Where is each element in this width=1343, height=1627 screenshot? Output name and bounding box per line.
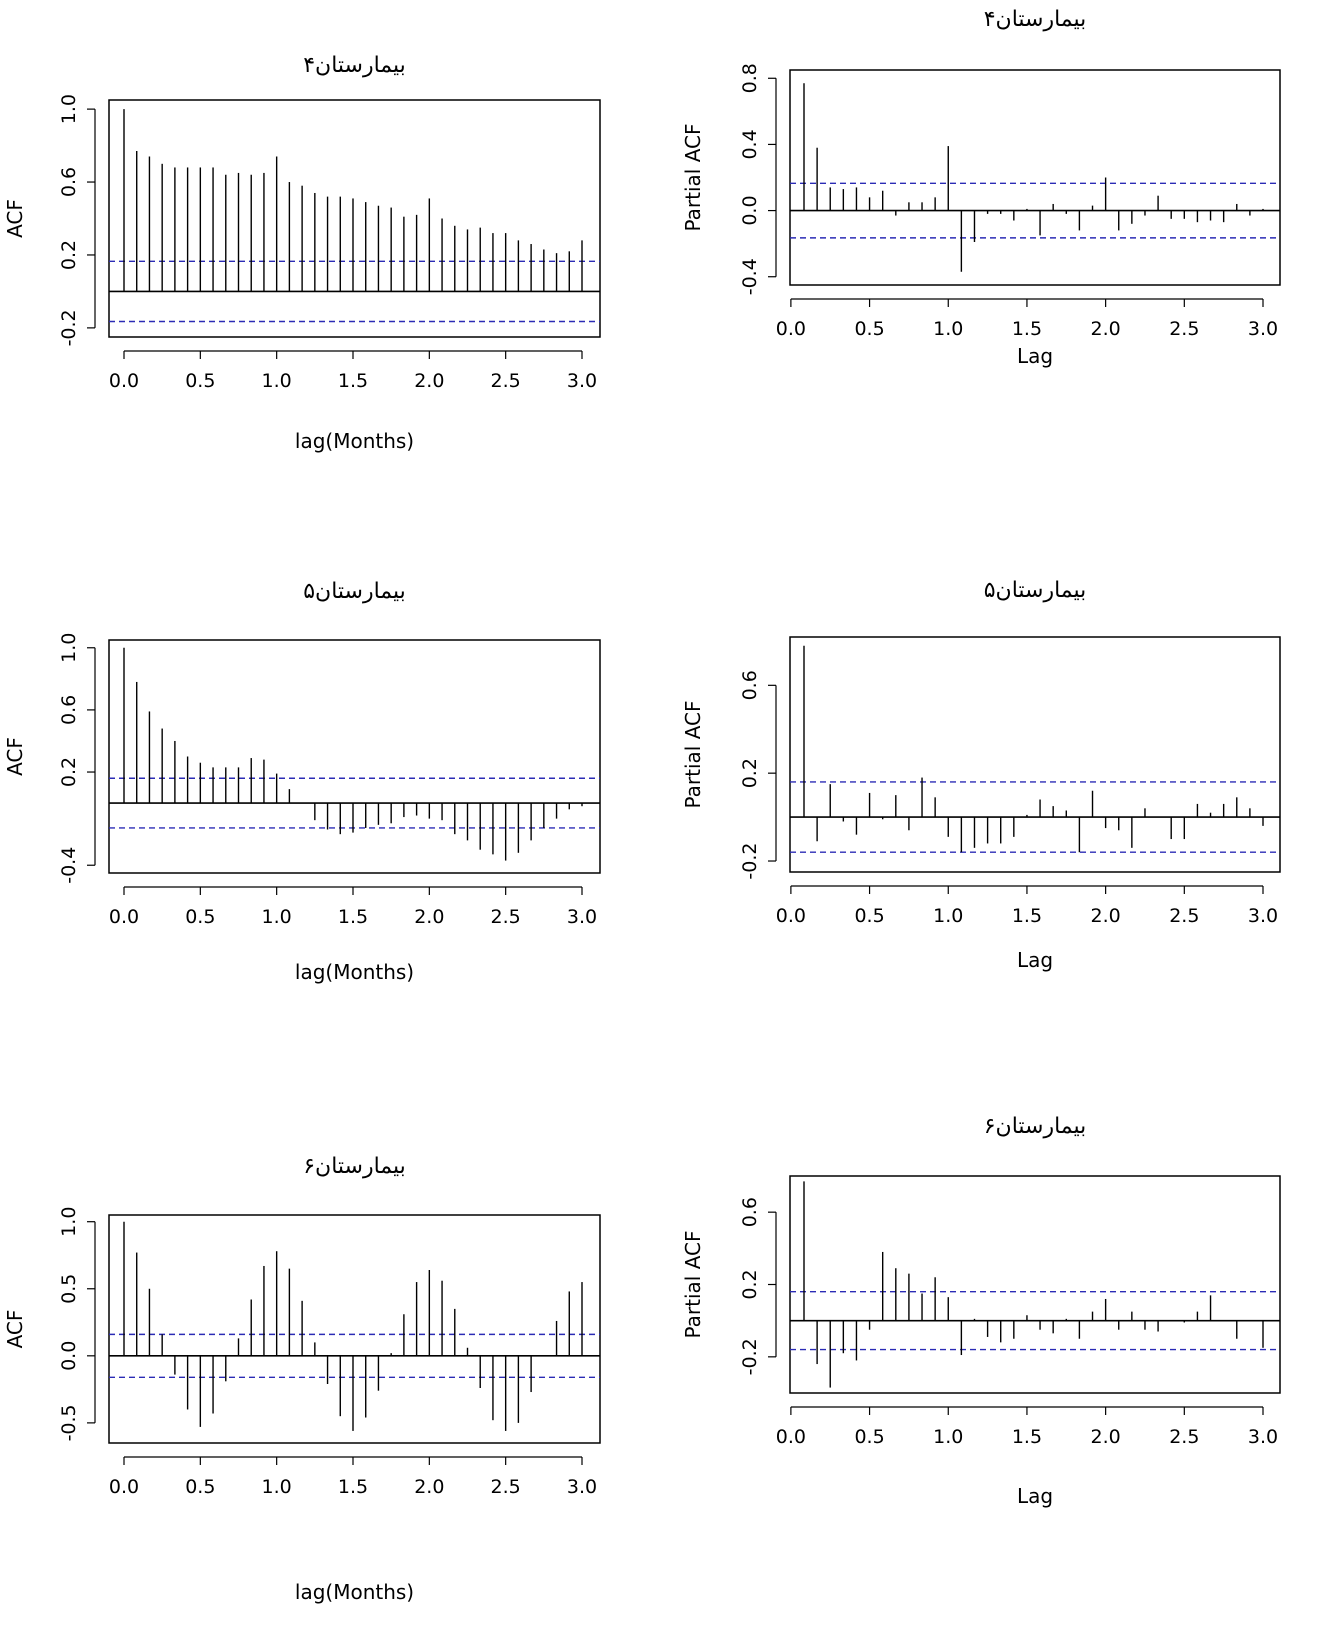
x-axis-label: lag(Months) xyxy=(295,1580,414,1604)
x-tick-label: 2.5 xyxy=(1169,318,1199,340)
y-tick-label: -0.2 xyxy=(739,842,761,879)
x-tick-label: 0.5 xyxy=(854,1426,884,1448)
x-tick-label: 2.0 xyxy=(1091,1426,1121,1448)
y-axis-label: Partial ACF xyxy=(681,1230,705,1338)
x-tick-label: 0.5 xyxy=(185,370,215,392)
chart-title: بیمارستان۴ xyxy=(303,53,406,78)
y-tick-label: -0.4 xyxy=(58,847,80,884)
x-tick-label: 1.5 xyxy=(1012,318,1042,340)
y-tick-label: -0.2 xyxy=(58,309,80,346)
x-tick-label: 1.0 xyxy=(262,906,292,928)
x-tick-label: 3.0 xyxy=(1248,318,1278,340)
x-tick-label: 0.0 xyxy=(776,905,806,927)
y-tick-label: -0.5 xyxy=(58,1404,80,1441)
y-tick-label: 0.6 xyxy=(58,167,80,197)
y-axis-label: ACF xyxy=(3,199,27,238)
y-tick-label: 1.0 xyxy=(58,633,80,663)
x-tick-label: 2.5 xyxy=(1169,905,1199,927)
y-tick-label: 0.4 xyxy=(739,129,761,159)
x-tick-label: 2.5 xyxy=(491,370,521,392)
x-tick-label: 0.0 xyxy=(776,318,806,340)
y-tick-label: 1.0 xyxy=(58,1207,80,1237)
x-tick-label: 0.0 xyxy=(109,906,139,928)
x-tick-label: 3.0 xyxy=(567,370,597,392)
x-tick-label: 0.0 xyxy=(109,370,139,392)
x-tick-label: 2.5 xyxy=(491,1476,521,1498)
plot-frame xyxy=(789,1175,1281,1394)
panel-pacf6: بیمارستان۶ 0.0 0.5 1.0 1.5 2.0 2.5 3.0 -0.2 0.2 0.… xyxy=(681,1114,1281,1508)
y-tick-label: 0.5 xyxy=(58,1274,80,1304)
plot-frame xyxy=(108,1214,601,1444)
x-tick-label: 2.0 xyxy=(414,1476,444,1498)
x-tick-label: 1.5 xyxy=(338,370,368,392)
x-tick-label: 1.5 xyxy=(1012,1426,1042,1448)
y-tick-label: 0.2 xyxy=(58,757,80,787)
x-tick-label: 3.0 xyxy=(567,906,597,928)
x-tick-label: 2.5 xyxy=(1169,1426,1199,1448)
y-tick-label: 0.2 xyxy=(739,1269,761,1299)
panel-acf6: بیمارستان۶ 0.0 0.5 1.0 1.5 2.0 2.5 3.0 -0.5 0.0 0.… xyxy=(3,1154,601,1604)
x-tick-label: 0.5 xyxy=(185,1476,215,1498)
y-axis-label: Partial ACF xyxy=(681,123,705,231)
x-tick-label: 0.5 xyxy=(185,906,215,928)
panel-acf5: بیمارستان۵ 0.0 0.5 1.0 1.5 2.0 2.5 3.0 -0.4 0.2 0.… xyxy=(3,579,601,984)
chart-title: بیمارستان۶ xyxy=(303,1154,406,1179)
x-tick-label: 2.0 xyxy=(1091,318,1121,340)
x-tick-label: 2.0 xyxy=(1091,905,1121,927)
x-tick-label: 0.5 xyxy=(854,905,884,927)
panel-pacf4: بیمارستان۴ 0.0 0.5 1.0 1.5 2.0 2.5 3.0 -0.4 0.0 0.… xyxy=(681,7,1281,368)
x-tick-label: 1.0 xyxy=(933,905,963,927)
x-tick-label: 3.0 xyxy=(567,1476,597,1498)
x-axis-label: lag(Months) xyxy=(295,429,414,453)
x-tick-label: 2.0 xyxy=(414,370,444,392)
y-tick-label: 0.0 xyxy=(58,1341,80,1371)
y-axis-label: Partial ACF xyxy=(681,700,705,808)
x-axis-label: Lag xyxy=(1017,948,1053,972)
y-axis-label: ACF xyxy=(3,737,27,776)
x-axis-label: Lag xyxy=(1017,344,1053,368)
y-tick-label: 0.6 xyxy=(739,1197,761,1227)
x-tick-label: 2.5 xyxy=(491,906,521,928)
y-tick-label: 0.8 xyxy=(739,63,761,93)
x-tick-label: 1.5 xyxy=(1012,905,1042,927)
plot-frame xyxy=(108,639,601,874)
x-tick-label: 1.5 xyxy=(338,1476,368,1498)
panel-pacf5: بیمارستان۵ 0.0 0.5 1.0 1.5 2.0 2.5 3.0 -0.2 0.2 0.… xyxy=(681,578,1281,972)
chart-title: بیمارستان۵ xyxy=(303,579,406,604)
y-tick-label: -0.2 xyxy=(739,1338,761,1375)
y-tick-label: 0.6 xyxy=(739,670,761,700)
plot-frame xyxy=(789,636,1281,873)
x-tick-label: 1.0 xyxy=(933,318,963,340)
plot-frame xyxy=(108,99,601,338)
y-tick-label: -0.4 xyxy=(739,258,761,295)
x-axis-label: Lag xyxy=(1017,1484,1053,1508)
x-tick-label: 2.0 xyxy=(414,906,444,928)
y-tick-label: 0.2 xyxy=(739,758,761,788)
panel-acf4: بیمارستان۴ 0.0 0.5 1.0 1.5 2.0 2.5 3.0 -0.2 0.2 0.… xyxy=(3,53,601,453)
x-tick-label: 1.0 xyxy=(262,370,292,392)
x-tick-label: 0.5 xyxy=(854,318,884,340)
x-tick-label: 3.0 xyxy=(1248,1426,1278,1448)
x-tick-label: 1.0 xyxy=(933,1426,963,1448)
chart-title: بیمارستان۵ xyxy=(984,578,1087,603)
x-tick-label: 1.0 xyxy=(262,1476,292,1498)
plot-frame xyxy=(789,69,1281,286)
x-tick-label: 1.5 xyxy=(338,906,368,928)
y-tick-label: 0.0 xyxy=(739,195,761,225)
y-axis-label: ACF xyxy=(3,1310,27,1349)
y-tick-label: 0.6 xyxy=(58,695,80,725)
x-tick-label: 0.0 xyxy=(109,1476,139,1498)
x-axis-label: lag(Months) xyxy=(295,960,414,984)
y-tick-label: 0.2 xyxy=(58,240,80,270)
y-tick-label: 1.0 xyxy=(58,94,80,124)
chart-title: بیمارستان۶ xyxy=(984,1114,1087,1139)
chart-title: بیمارستان۴ xyxy=(984,7,1087,32)
x-tick-label: 0.0 xyxy=(776,1426,806,1448)
x-tick-label: 3.0 xyxy=(1248,905,1278,927)
